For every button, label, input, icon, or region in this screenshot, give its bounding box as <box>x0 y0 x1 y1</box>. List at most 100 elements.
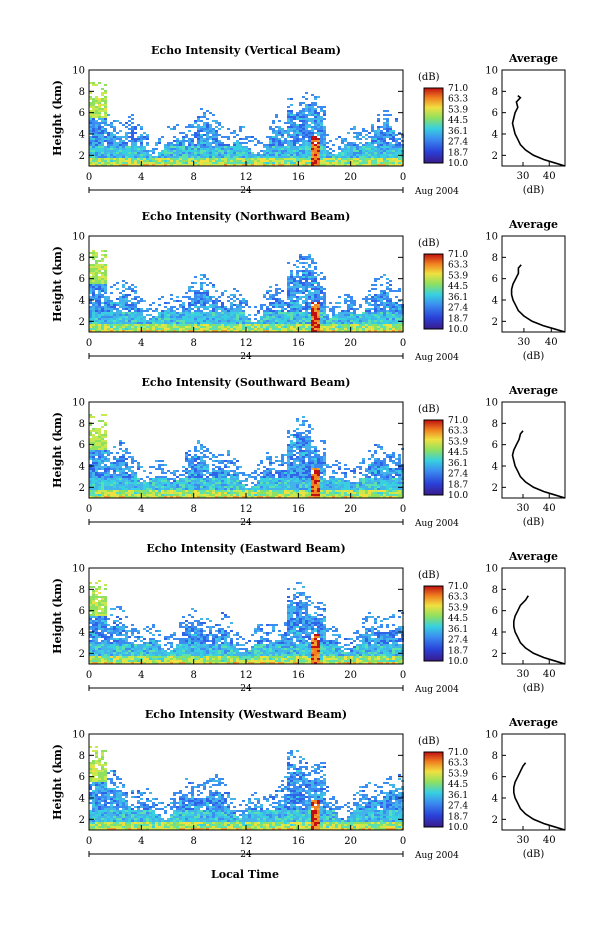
echo-cell <box>200 130 203 132</box>
echo-cell <box>152 494 155 496</box>
echo-cell <box>239 154 242 156</box>
echo-cell <box>119 152 122 154</box>
echo-cell <box>344 310 347 312</box>
echo-cell <box>137 308 140 310</box>
echo-cell <box>320 322 323 324</box>
echo-cell <box>296 128 299 130</box>
echo-cell <box>347 296 350 298</box>
echo-cell <box>110 486 113 488</box>
echo-cell <box>98 486 101 488</box>
echo-cell <box>353 316 356 318</box>
echo-cell <box>197 298 200 300</box>
echo-cell <box>173 330 176 332</box>
echo-cell <box>272 158 275 160</box>
echo-cell <box>248 160 251 162</box>
echo-cell <box>221 302 224 304</box>
echo-cell <box>92 282 95 284</box>
echo-cell <box>293 128 296 130</box>
echo-cell <box>122 284 125 286</box>
echo-cell <box>101 452 104 454</box>
echo-cell <box>311 114 314 116</box>
echo-cell <box>158 476 161 478</box>
echo-cell <box>191 152 194 154</box>
echo-cell <box>305 326 308 328</box>
echo-cell <box>101 440 104 442</box>
echo-cell <box>230 476 233 478</box>
echo-cell <box>197 488 200 490</box>
echo-cell <box>236 308 239 310</box>
echo-cell <box>380 326 383 328</box>
echo-cell <box>245 154 248 156</box>
echo-cell <box>278 134 281 136</box>
echo-cell <box>308 120 311 122</box>
echo-cell <box>305 134 308 136</box>
echo-cell <box>278 322 281 324</box>
echo-cell <box>269 484 272 486</box>
echo-cell <box>218 312 221 314</box>
echo-cell <box>89 496 92 498</box>
echo-cell <box>314 296 317 298</box>
echo-cell <box>122 494 125 496</box>
echo-cell <box>389 130 392 132</box>
echo-cell <box>182 318 185 320</box>
echo-cell <box>287 262 290 264</box>
echo-cell <box>104 96 107 98</box>
echo-cell <box>176 326 179 328</box>
echo-cell <box>233 490 236 492</box>
echo-cell <box>152 162 155 164</box>
echo-cell <box>113 284 116 286</box>
echo-cell <box>242 322 245 324</box>
echo-cell <box>149 160 152 162</box>
echo-cell <box>221 320 224 322</box>
echo-cell <box>323 300 326 302</box>
echo-cell <box>146 162 149 164</box>
echo-cell <box>302 122 305 124</box>
echo-cell <box>257 154 260 156</box>
echo-cell <box>89 322 92 324</box>
echo-cell <box>134 156 137 158</box>
echo-cell <box>200 452 203 454</box>
echo-cell <box>122 464 125 466</box>
echo-cell <box>272 312 275 314</box>
echo-cell <box>386 314 389 316</box>
echo-cell <box>173 156 176 158</box>
echo-cell <box>341 162 344 164</box>
echo-cell <box>230 488 233 490</box>
echo-cell <box>242 486 245 488</box>
echo-cell <box>353 326 356 328</box>
echo-cell <box>392 150 395 152</box>
echo-cell <box>176 490 179 492</box>
echo-cell <box>296 134 299 136</box>
echo-cell <box>194 296 197 298</box>
echo-cell <box>350 144 353 146</box>
echo-cell <box>245 322 248 324</box>
echo-cell <box>209 154 212 156</box>
echo-cell <box>134 144 137 146</box>
echo-cell <box>287 122 290 124</box>
echo-cell <box>332 320 335 322</box>
echo-cell <box>137 314 140 316</box>
echo-cell <box>260 488 263 490</box>
echo-cell <box>140 318 143 320</box>
echo-cell <box>347 294 350 296</box>
echo-cell <box>254 494 257 496</box>
echo-cell <box>185 316 188 318</box>
echo-cell <box>191 316 194 318</box>
echo-cell <box>152 480 155 482</box>
echo-cell <box>341 156 344 158</box>
echo-cell <box>113 308 116 310</box>
echo-cell <box>191 300 194 302</box>
echo-cell <box>107 328 110 330</box>
echo-cell <box>95 300 98 302</box>
echo-cell <box>374 156 377 158</box>
echo-cell <box>311 324 314 326</box>
echo-cell <box>98 298 101 300</box>
echo-cell <box>395 148 398 150</box>
echo-cell <box>92 272 95 274</box>
echo-cell <box>374 326 377 328</box>
echo-cell <box>287 130 290 132</box>
echo-cell <box>176 488 179 490</box>
echo-cell <box>158 482 161 484</box>
echo-cell <box>194 126 197 128</box>
echo-cell <box>359 318 362 320</box>
